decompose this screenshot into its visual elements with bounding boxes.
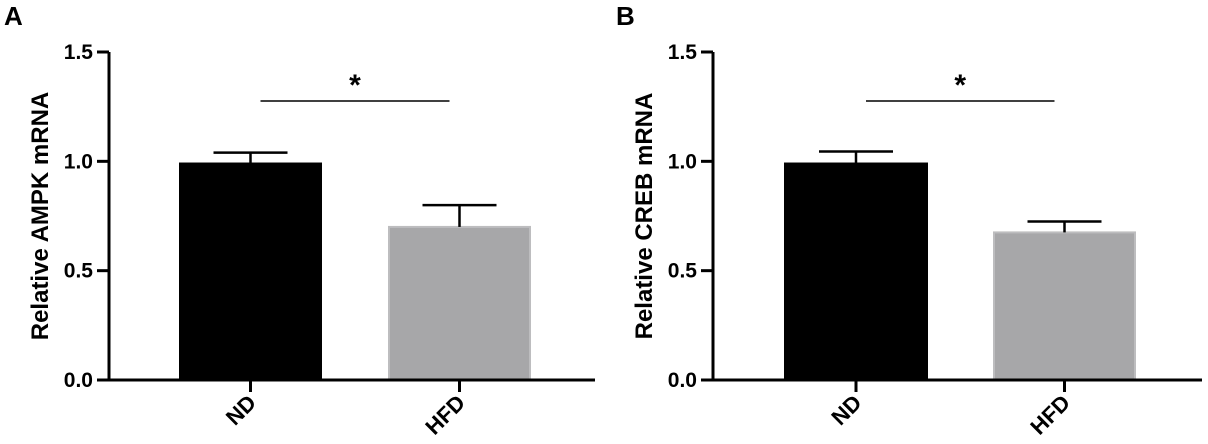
x-tick-label-hfd: HFD <box>1025 390 1075 440</box>
bar-nd <box>784 162 928 381</box>
panel-letter: B <box>616 1 635 31</box>
y-tick-label: 0.0 <box>64 369 93 392</box>
panel-b: B Relative CREB mRNA ND HFD 0.0 0.5 1.0 1.5 * <box>616 1 1202 440</box>
bar-nd <box>179 162 322 381</box>
x-tick-label-hfd: HFD <box>420 390 470 440</box>
y-axis-label: Relative CREB mRNA <box>631 93 658 340</box>
bar-hfd <box>388 225 531 381</box>
significance-marker: * <box>349 69 361 102</box>
significance-marker: * <box>954 69 966 102</box>
y-tick-label: 0.0 <box>668 369 697 392</box>
y-tick-label: 0.5 <box>668 260 698 283</box>
y-tick-label: 1.0 <box>64 150 93 173</box>
y-tick-label: 1.0 <box>668 150 697 173</box>
x-tick-label-nd: ND <box>221 390 261 430</box>
y-tick-label: 1.5 <box>668 41 698 64</box>
panel-letter: A <box>4 1 23 31</box>
panel-a: A Relative AMPK mRNA ND HFD 0.0 0.5 1.0 1.5 * <box>4 1 595 440</box>
y-axis-label: Relative AMPK mRNA <box>27 92 54 341</box>
y-tick-label: 0.5 <box>64 260 94 283</box>
y-tick-label: 1.5 <box>64 41 94 64</box>
x-tick-label-nd: ND <box>826 390 866 430</box>
bar-hfd <box>993 231 1136 381</box>
